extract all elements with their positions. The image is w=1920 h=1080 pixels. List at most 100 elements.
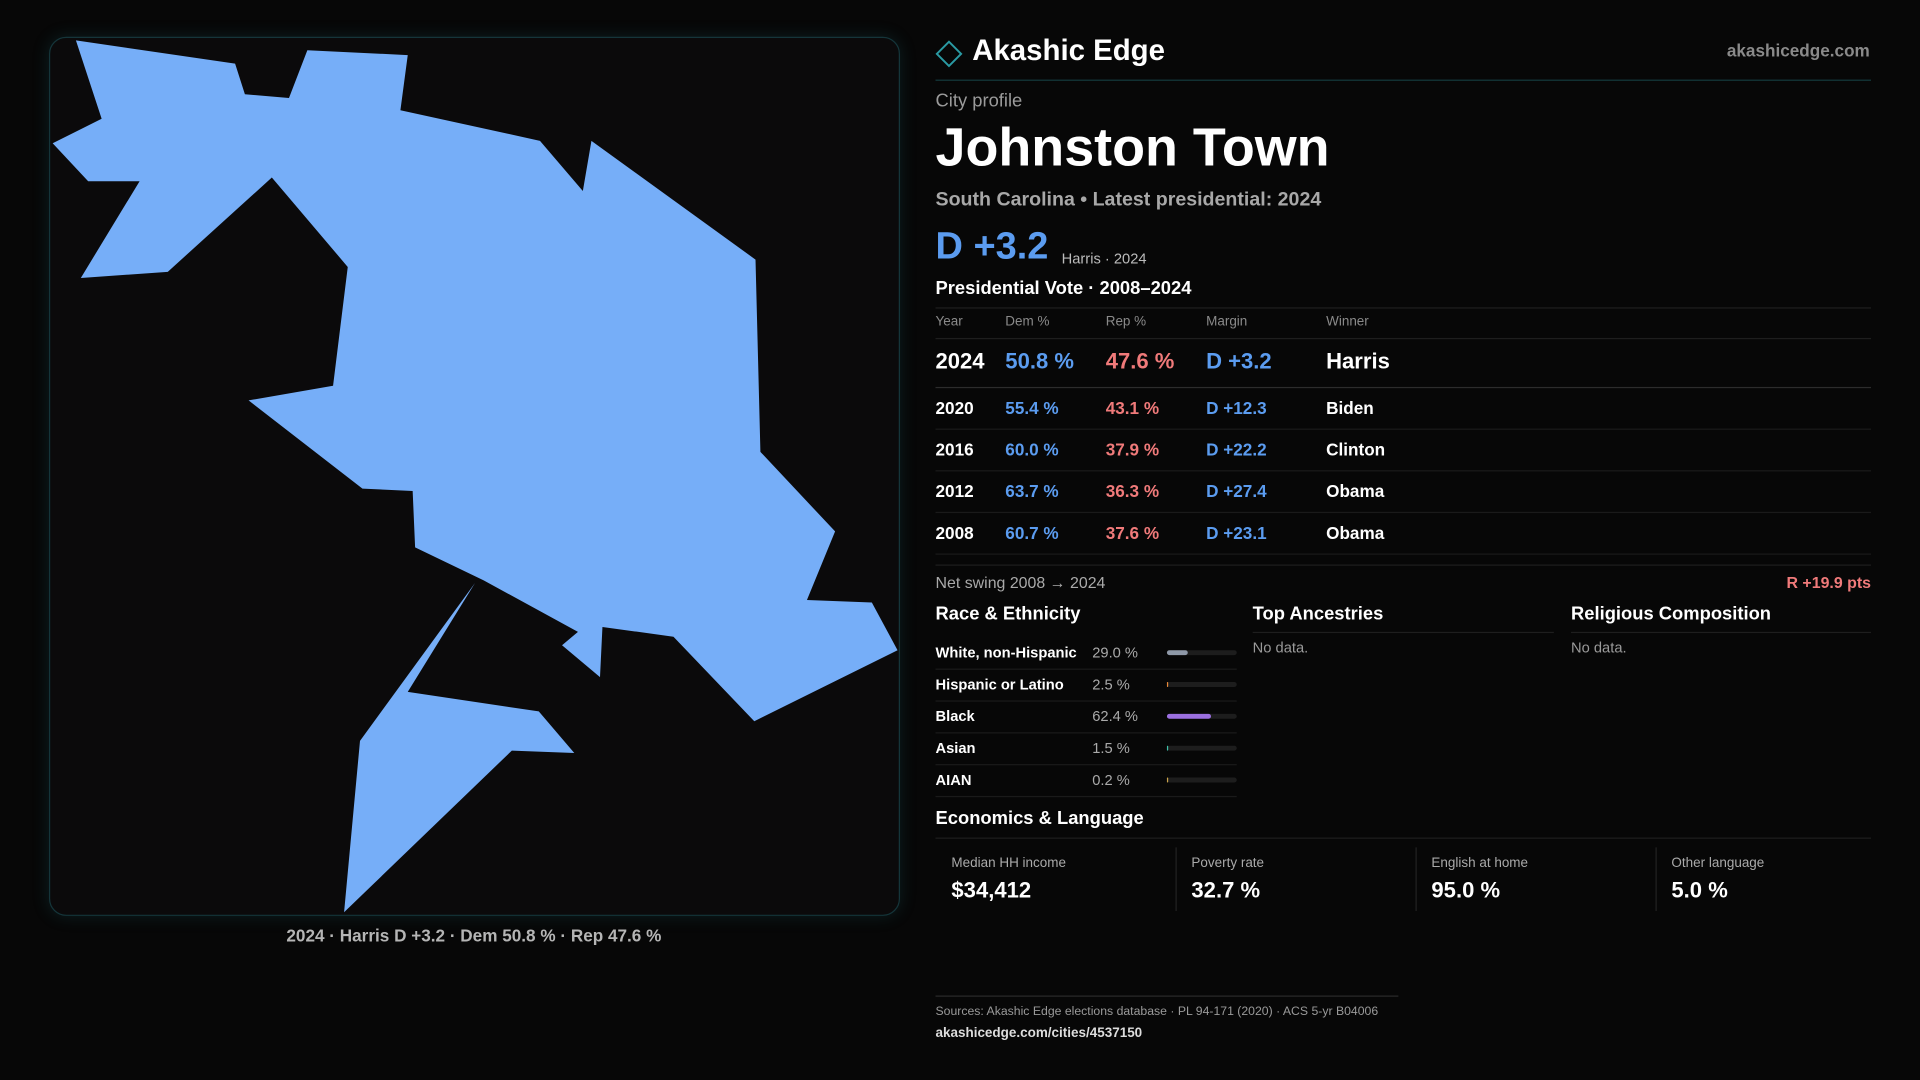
margin-headline: D +3.2 xyxy=(935,224,1049,267)
section-title: Economics & Language xyxy=(935,808,1144,829)
table-cell: Biden xyxy=(1326,397,1374,418)
stat-value: 95.0 % xyxy=(1431,877,1501,903)
table-cell: D +3.2 xyxy=(1206,348,1272,374)
race-bar xyxy=(1166,650,1188,656)
table-cell: 63.7 % xyxy=(1005,481,1059,501)
brand: Akashic Edge xyxy=(972,34,1165,68)
column-header: Dem % xyxy=(1005,314,1050,330)
url: akashicedge.com/cities/4537150 xyxy=(935,1026,1143,1041)
row-line xyxy=(935,553,1872,555)
table-cell: 60.0 % xyxy=(1005,439,1059,460)
map-caption: 2024 · Harris D +3.2 · Dem 50.8 % · Rep … xyxy=(286,925,662,946)
table-cell: 37.9 % xyxy=(1105,439,1160,460)
race-label: Black xyxy=(935,707,975,725)
section-title: Religious Composition xyxy=(1571,603,1772,625)
row-line xyxy=(935,764,1237,766)
stat-box xyxy=(1655,847,1897,912)
table-cell: 2024 xyxy=(935,348,985,374)
table-cell: 36.3 % xyxy=(1105,481,1160,501)
bar-track xyxy=(1166,650,1237,656)
column-header: Year xyxy=(935,314,963,330)
no-data: No data. xyxy=(1252,639,1309,657)
table-cell: Obama xyxy=(1326,481,1385,501)
table-cell: D +27.4 xyxy=(1206,481,1267,501)
race-label: Asian xyxy=(935,739,976,757)
table-cell: 47.6 % xyxy=(1105,348,1175,374)
row-line xyxy=(935,732,1237,734)
row-line xyxy=(935,470,1872,472)
table-cell: 55.4 % xyxy=(1005,397,1059,418)
bar-track xyxy=(1166,682,1237,687)
bar-track xyxy=(1166,745,1237,751)
stat-label: Median HH income xyxy=(951,855,1066,871)
race-bar xyxy=(1166,682,1169,687)
subtitle: South Carolina • Latest presidential: 20… xyxy=(935,189,1322,211)
row-line xyxy=(935,795,1237,798)
race-label: Hispanic or Latino xyxy=(935,675,1064,694)
row-line xyxy=(935,386,1872,389)
stat-label: Poverty rate xyxy=(1191,855,1265,871)
table-cell: 60.7 % xyxy=(1005,522,1059,543)
divider xyxy=(1571,631,1872,634)
logo-diamond xyxy=(935,40,963,68)
table-cell: Obama xyxy=(1326,522,1385,543)
table-cell: 37.6 % xyxy=(1105,522,1160,543)
stat-label: English at home xyxy=(1431,855,1529,871)
swing-label: Net swing 2008 → 2024 xyxy=(935,573,1106,592)
logo xyxy=(935,40,963,68)
sources: Sources: Akashic Edge elections database… xyxy=(935,1005,1379,1019)
race-label: AIAN xyxy=(935,771,972,789)
swing-value: R +19.9 pts xyxy=(1786,573,1872,592)
divider xyxy=(1252,631,1554,634)
stat-value: $34,412 xyxy=(951,877,1032,903)
stat-value: 32.7 % xyxy=(1191,877,1261,903)
city-title: Johnston Town xyxy=(935,117,1330,178)
race-value: 1.5 % xyxy=(1092,739,1130,757)
race-value: 0.2 % xyxy=(1092,771,1130,789)
no-data: No data. xyxy=(1571,639,1627,657)
city-shape xyxy=(344,582,575,913)
race-label: White, non-Hispanic xyxy=(935,644,1077,662)
row-line xyxy=(935,668,1237,670)
bar-track xyxy=(1166,777,1237,783)
table-cell: Clinton xyxy=(1326,439,1386,460)
divider xyxy=(935,564,1872,566)
stat-box xyxy=(1415,847,1657,912)
column-header: Winner xyxy=(1326,314,1369,330)
city-shape xyxy=(52,40,898,722)
row-line xyxy=(935,700,1237,702)
column-header: Margin xyxy=(1206,314,1248,330)
table-cell: D +22.2 xyxy=(1206,439,1267,460)
table-cell: 2008 xyxy=(935,522,974,543)
stat-box xyxy=(1175,847,1417,912)
table-title: Presidential Vote · 2008–2024 xyxy=(935,277,1192,299)
stat-value: 5.0 % xyxy=(1671,877,1728,903)
divider xyxy=(935,79,1872,81)
table-cell: D +23.1 xyxy=(1206,522,1267,543)
table-cell: 50.8 % xyxy=(1005,348,1074,374)
table-cell: 2012 xyxy=(935,481,974,501)
divider xyxy=(935,837,1872,839)
race-bar xyxy=(1166,777,1169,783)
section-title: Top Ancestries xyxy=(1252,603,1384,625)
row-line xyxy=(935,428,1872,430)
table-cell: D +12.3 xyxy=(1206,397,1267,418)
stat-label: Other language xyxy=(1671,855,1765,871)
table-cell: Harris xyxy=(1326,348,1390,374)
race-bar xyxy=(1166,745,1169,751)
race-bar xyxy=(1166,713,1211,719)
race-value: 62.4 % xyxy=(1092,707,1138,725)
race-value: 29.0 % xyxy=(1092,644,1138,662)
table-cell: 43.1 % xyxy=(1105,397,1160,418)
table-cell: 2020 xyxy=(935,397,974,418)
site: akashicedge.com xyxy=(1726,40,1870,60)
row-line xyxy=(935,307,1872,309)
section-title: Race & Ethnicity xyxy=(935,603,1081,625)
row-line xyxy=(935,337,1872,340)
race-value: 2.5 % xyxy=(1092,675,1130,694)
row-line xyxy=(935,511,1872,514)
margin-note: Harris · 2024 xyxy=(1061,249,1147,267)
